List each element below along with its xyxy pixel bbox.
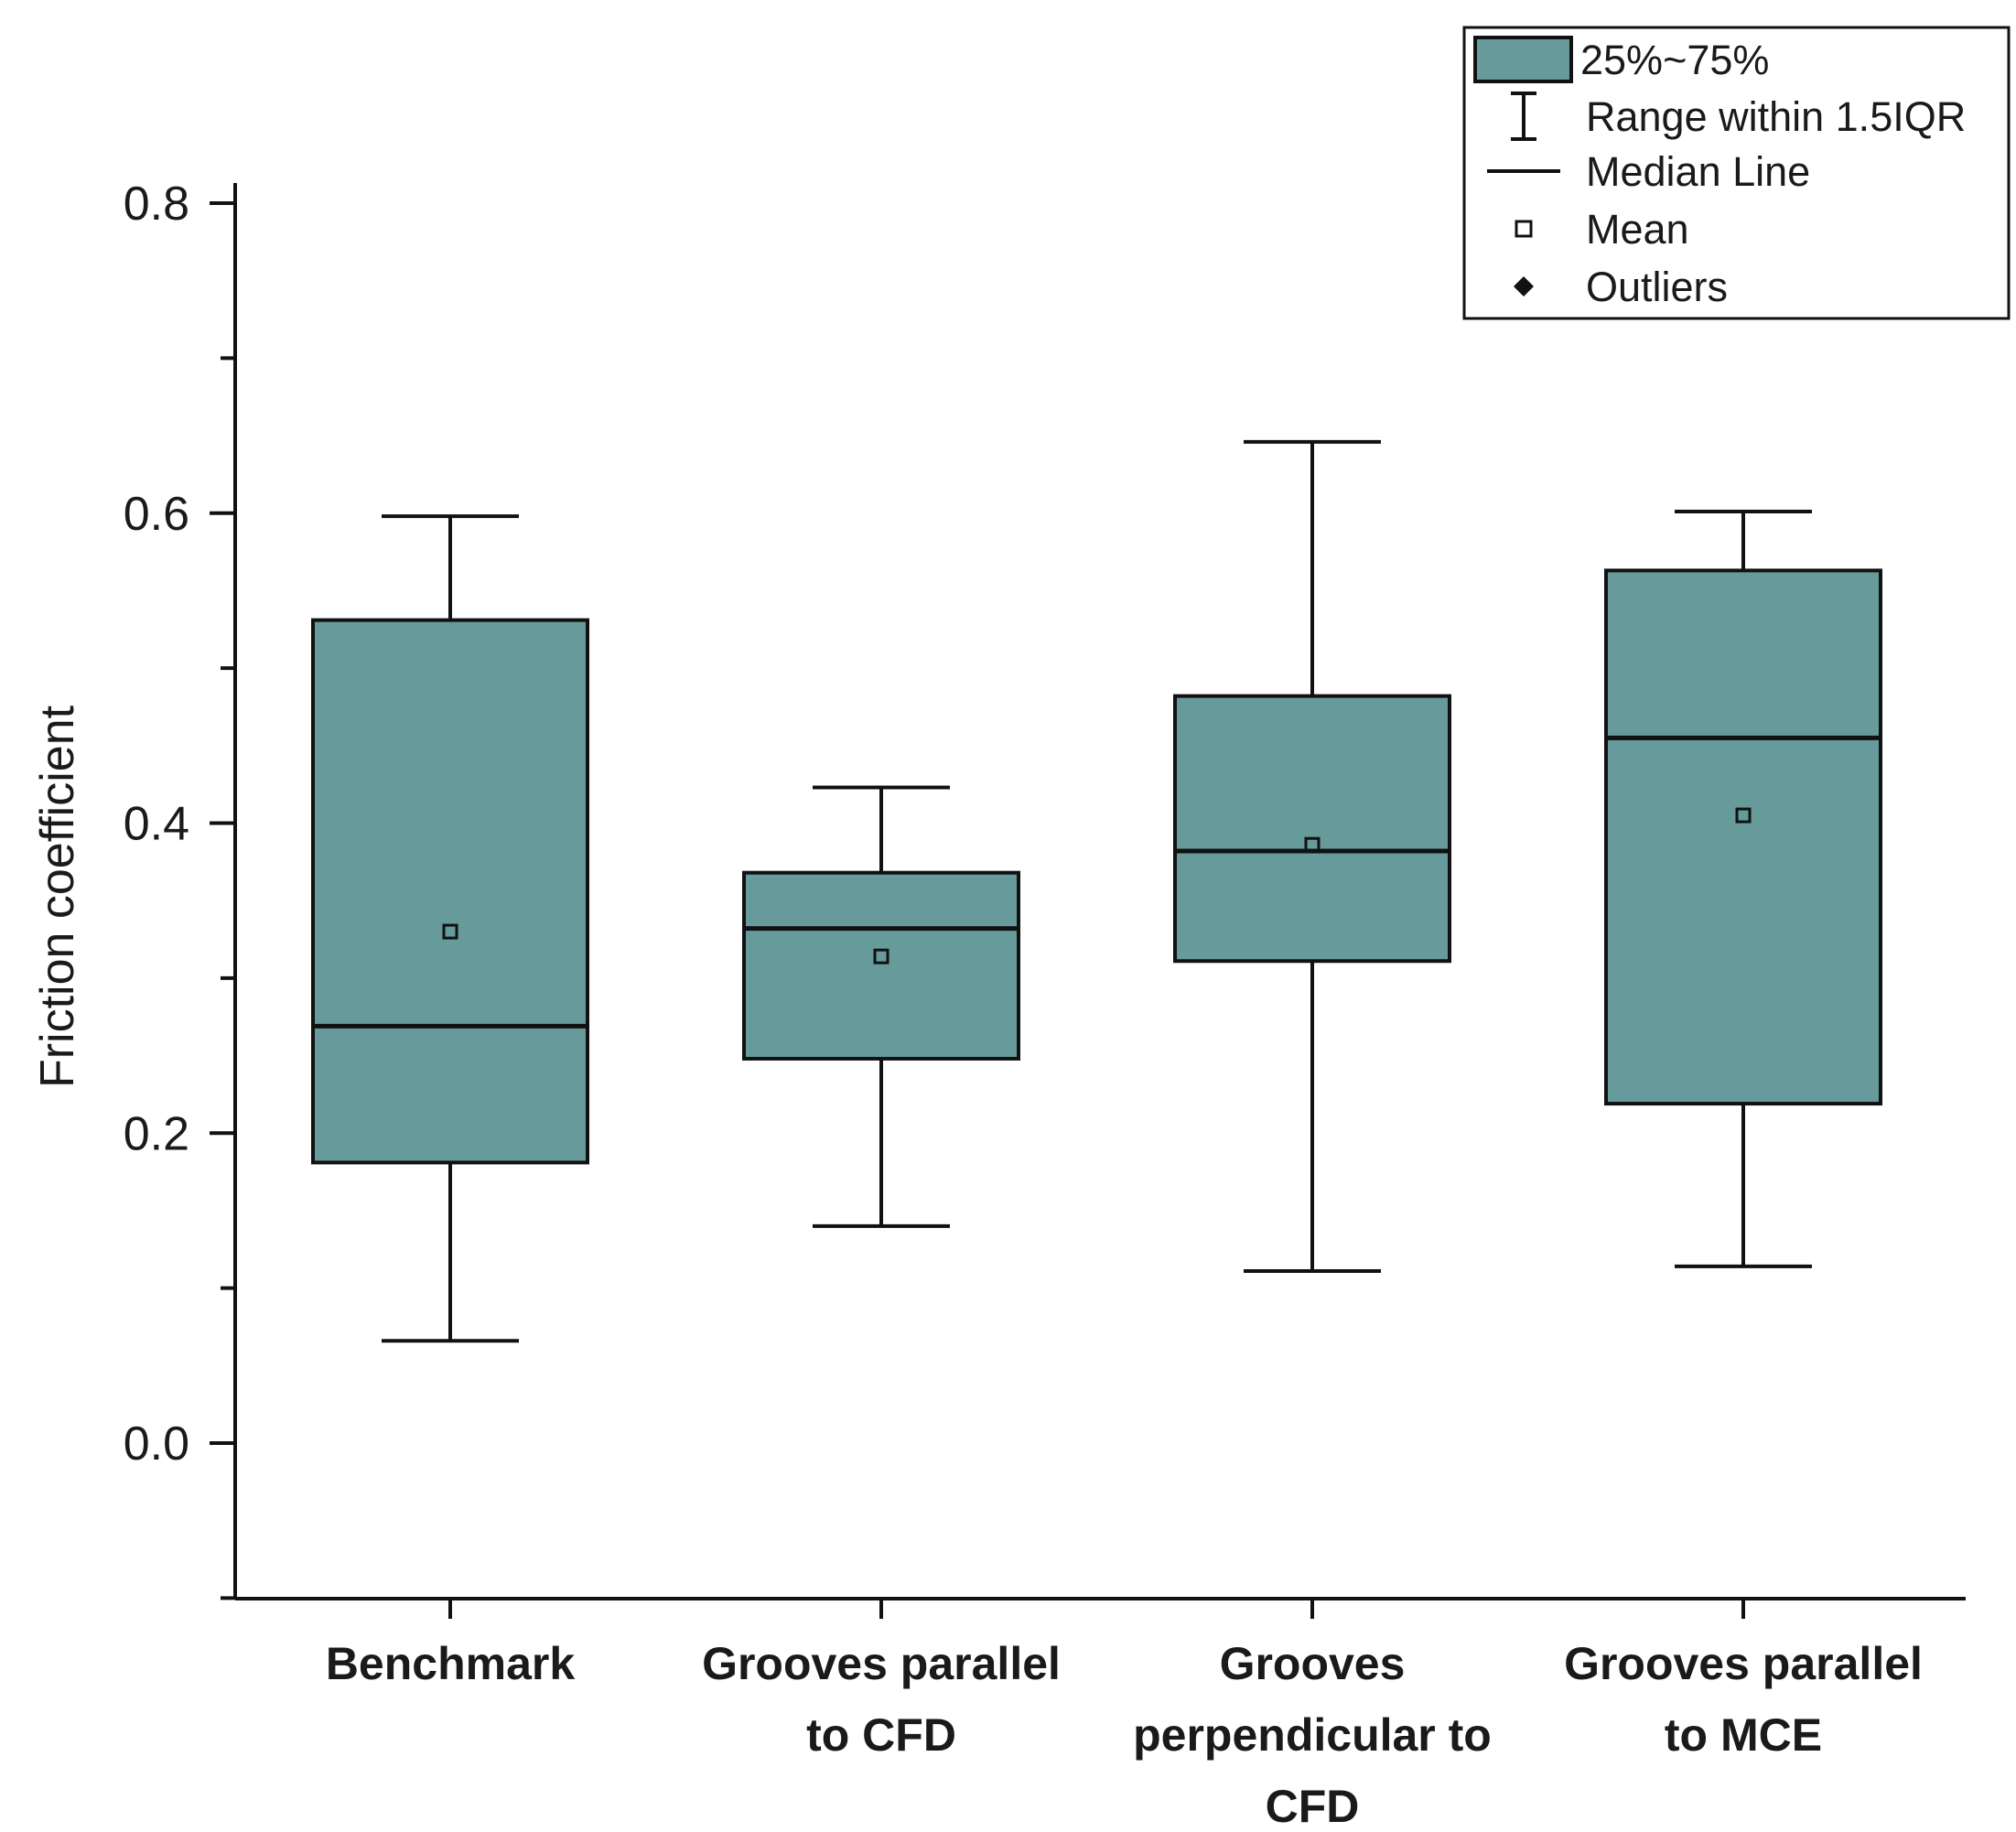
axes [233, 183, 1966, 1600]
legend-label: Mean [1586, 206, 1689, 253]
box-group [1173, 439, 1451, 1273]
legend-mean-symbol [1515, 220, 1533, 238]
mean-marker [1735, 807, 1752, 824]
iqr-box [311, 618, 589, 1165]
x-category-label: Benchmark [326, 1638, 576, 1689]
x-category-label: Grooves [1220, 1638, 1406, 1689]
x-category-label: perpendicular to [1133, 1709, 1492, 1761]
x-category-label: to MCE [1665, 1709, 1822, 1761]
x-category-label: Grooves parallel [702, 1638, 1061, 1689]
y-axis-title: Friction coefficient [31, 705, 84, 1088]
box-group [311, 514, 589, 1343]
boxes [311, 439, 1882, 1343]
y-tick-label: 0.4 [124, 798, 189, 851]
iqr-box [742, 870, 1020, 1061]
legend-box-swatch [1473, 36, 1573, 83]
legend-label: Median Line [1586, 148, 1810, 195]
x-category-label: to CFD [806, 1709, 956, 1761]
box-group [742, 785, 1020, 1228]
box-group [1604, 510, 1882, 1268]
mean-marker [442, 923, 458, 940]
legend-label: 25%~75% [1580, 37, 1769, 83]
x-ticks: Benchmark Grooves parallel to CFD Grooves pe… [326, 1599, 1923, 1832]
y-tick-label: 0.8 [124, 178, 189, 231]
x-category-label: Grooves parallel [1564, 1638, 1923, 1689]
y-ticks: 0.0 0.2 0.4 0.6 0.8 [124, 178, 235, 1600]
mean-marker [873, 948, 889, 964]
iqr-box [1604, 568, 1882, 1106]
y-tick-label: 0.0 [124, 1417, 189, 1471]
iqr-box [1173, 694, 1451, 964]
mean-marker [1304, 836, 1321, 853]
y-tick-label: 0.6 [124, 488, 189, 541]
legend-label: Outliers [1586, 264, 1728, 310]
legend: 25%~75% Range within 1.5IQR Median Line Mea… [1462, 26, 2011, 320]
legend-label: Range within 1.5IQR [1586, 93, 1966, 140]
legend-outlier-symbol [1514, 276, 1534, 296]
x-category-label: CFD [1266, 1781, 1360, 1832]
y-tick-label: 0.2 [124, 1107, 189, 1160]
